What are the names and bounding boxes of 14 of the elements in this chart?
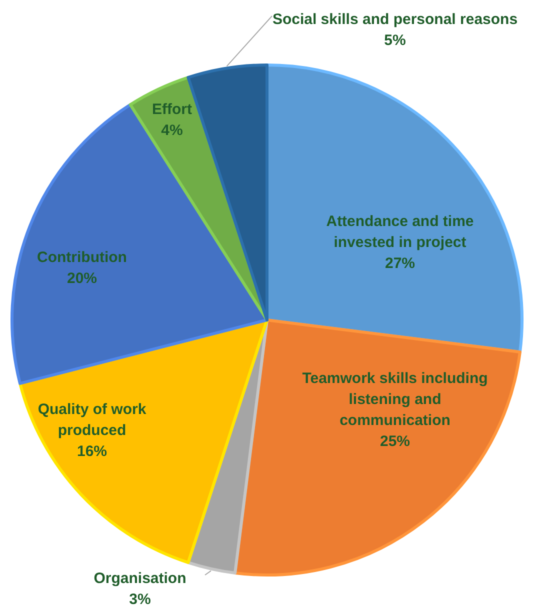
slice-label: Effort xyxy=(152,101,192,118)
data-label: 4% xyxy=(161,122,183,139)
slice-label: Contribution xyxy=(37,249,127,266)
data-label: 25% xyxy=(380,433,410,450)
data-label: 16% xyxy=(76,443,108,460)
data-label: 20% xyxy=(66,270,98,287)
data-label: 3% xyxy=(129,591,151,608)
slice-label: Social skills and personal reasons xyxy=(272,11,518,28)
slice-label: Teamwork skills including listening and communication xyxy=(302,370,488,429)
slice-label: Attendance and time invested in project xyxy=(326,213,474,251)
data-label: 5% xyxy=(384,32,406,49)
legend-label: Organisation xyxy=(94,570,186,587)
slice-label: Quality of work produced xyxy=(38,401,147,439)
data-label: 27% xyxy=(384,255,416,272)
